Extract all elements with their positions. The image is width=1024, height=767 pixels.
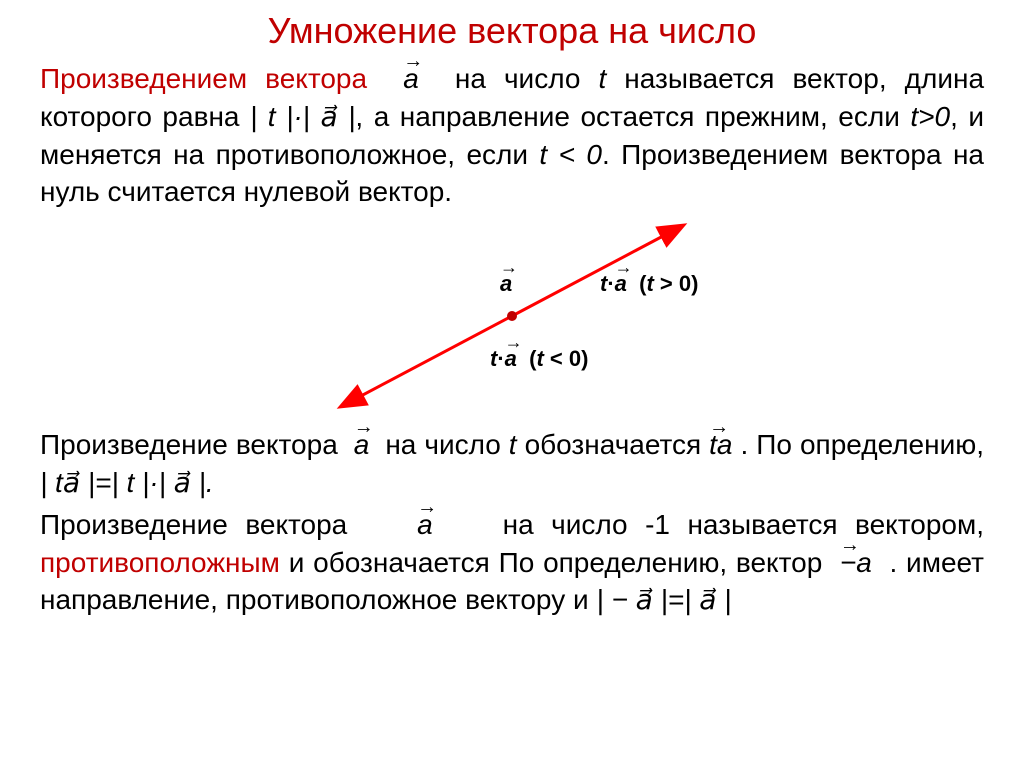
text-seg: и обозначается По определению, вектор: [280, 547, 831, 578]
cond-pos: t>0: [910, 101, 950, 132]
paragraph-2: Произведение вектора a на число t обозна…: [40, 426, 984, 502]
cond-neg: t < 0: [539, 139, 602, 170]
text-seg: на число -1 называется вектором,: [503, 509, 984, 540]
text-seg: Произведение вектора: [40, 429, 346, 460]
label-ta-positive: t·→a (t > 0): [600, 271, 698, 297]
text-seg: , а направление остается прежним, если: [355, 101, 910, 132]
var-t: t: [509, 429, 517, 460]
vector-a: a: [354, 426, 370, 464]
origin-dot: [507, 311, 517, 321]
vector-a: a: [417, 506, 433, 544]
text-seg: на число: [385, 429, 508, 460]
text-seg: . По определению,: [741, 429, 985, 460]
paragraph-1: Произведением вектора a на число t назыв…: [40, 60, 984, 211]
lead-phrase: Произведением вектора: [40, 63, 367, 94]
vector-neg-a: −a: [840, 544, 872, 582]
paragraph-3: Произведение вектора a на число -1 назыв…: [40, 506, 984, 619]
label-ta-negative: t·→a (t < 0): [490, 346, 588, 372]
formula-opposite: | − a⃗ |=| a⃗ |: [596, 584, 731, 615]
text-seg: обозначается: [517, 429, 710, 460]
formula-length: | t |·| a⃗ |: [250, 101, 355, 132]
text-seg: на число: [455, 63, 599, 94]
vector-ta: ta: [709, 426, 732, 464]
label-vector-a: →a: [500, 271, 512, 297]
formula-definition: | ta⃗ |=| t |·| a⃗ |.: [40, 467, 214, 498]
text-seg: Произведение вектора: [40, 509, 365, 540]
vector-a: a: [403, 60, 419, 98]
diagram-svg: [252, 216, 772, 416]
vector-diagram: →a t·→a (t > 0) t·→a (t < 0): [40, 216, 984, 416]
opposite-word: противоположным: [40, 547, 280, 578]
page-title: Умножение вектора на число: [40, 10, 984, 52]
